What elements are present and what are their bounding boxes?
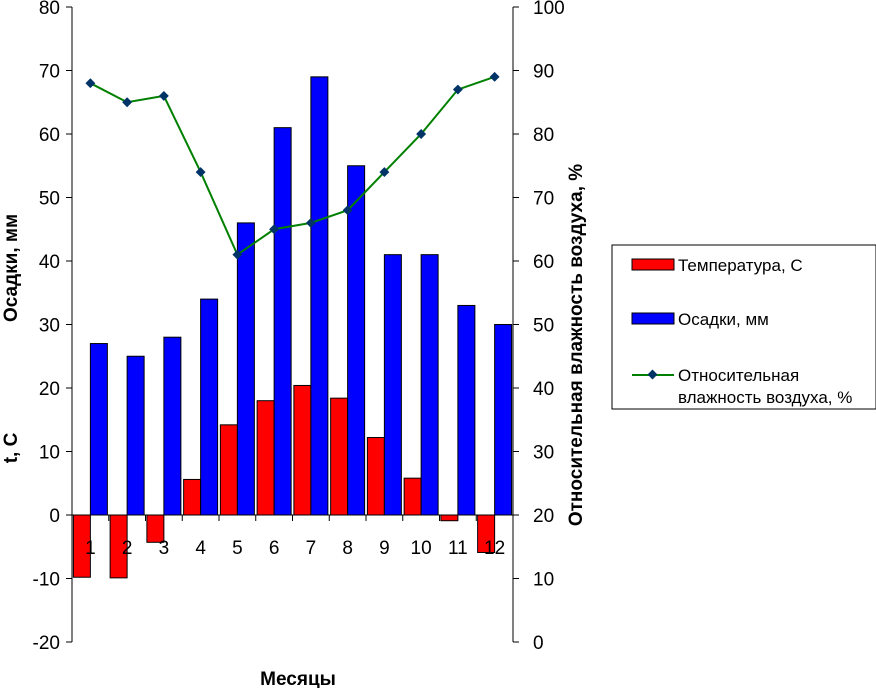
humidity-point — [232, 249, 243, 260]
right-tick-label: 20 — [533, 506, 554, 527]
precipitation-bar — [347, 165, 366, 516]
precipitation-bar — [89, 343, 108, 516]
legend-label-humidity-1: Относительная — [678, 366, 799, 385]
legend-swatch-precipitation — [631, 312, 675, 325]
precipitation-bar — [457, 304, 476, 516]
right-tick-label: 90 — [533, 62, 554, 83]
left-tick-label: 70 — [39, 62, 60, 83]
right-tick-label: 10 — [533, 570, 554, 591]
left-tick-label: 20 — [39, 379, 60, 400]
x-tick-label: 2 — [122, 538, 133, 559]
x-axis-title: Месяцы — [260, 669, 336, 688]
humidity-point — [305, 217, 316, 228]
legend-label-humidity-2: влажность воздуха, % — [678, 388, 852, 407]
humidity-point — [85, 78, 96, 89]
right-tick-label: 100 — [533, 0, 565, 19]
temperature-bar — [366, 437, 385, 516]
legend: Температура, С Осадки, мм Относительная … — [611, 244, 876, 410]
precipitation-bar — [126, 355, 145, 516]
left-tick-label: 40 — [39, 252, 60, 273]
temperature-bar — [293, 384, 312, 516]
precipitation-bar — [236, 222, 255, 516]
temperature-bar — [183, 478, 202, 516]
humidity-point — [416, 129, 427, 139]
temperature-bar — [146, 514, 165, 543]
x-tick-label: 9 — [379, 538, 390, 559]
precipitation-bar — [420, 254, 439, 516]
humidity-point — [158, 90, 169, 101]
left-tick-label: 60 — [39, 125, 60, 146]
temperature-bar — [440, 514, 459, 522]
temperature-bar — [477, 514, 496, 553]
humidity-point — [379, 167, 390, 178]
temperature-bar — [219, 424, 238, 516]
x-tick-label: 4 — [195, 538, 206, 559]
right-tick-label: 70 — [533, 189, 554, 210]
legend-swatch-humidity-marker — [647, 369, 658, 380]
left-axis-title-precip: Осадки, мм — [1, 214, 22, 322]
precipitation-bar — [200, 298, 219, 516]
precipitation-bar — [494, 324, 513, 516]
precipitation-bar — [310, 76, 329, 516]
x-tick-label: 1 — [85, 538, 96, 559]
humidity-point — [269, 224, 280, 235]
legend-label-precipitation: Осадки, мм — [678, 310, 769, 329]
x-tick-label: 8 — [342, 538, 353, 559]
x-tick-label: 6 — [269, 538, 280, 559]
humidity-line — [89, 75, 495, 257]
x-tick-label: 3 — [159, 538, 170, 559]
right-tick-label: 60 — [533, 252, 554, 273]
left-tick-label: 50 — [39, 189, 60, 210]
left-tick-label: -20 — [33, 633, 60, 654]
x-tick-label: 11 — [448, 538, 468, 559]
x-tick-label: 7 — [306, 538, 317, 559]
left-tick-label: 80 — [39, 0, 60, 19]
humidity-point — [489, 71, 500, 82]
x-tick-label: 5 — [232, 538, 243, 559]
humidity-point — [342, 205, 353, 216]
temperature-bar — [330, 397, 349, 516]
right-axis-title: Относительная влажность воздуха, % — [566, 164, 587, 526]
legend-swatch-temperature — [631, 258, 675, 271]
precipitation-bar — [383, 254, 402, 516]
left-axis-title-temp: t, С — [1, 432, 22, 463]
precipitation-bar — [273, 127, 292, 516]
humidity-point — [195, 167, 206, 178]
x-tick-label: 10 — [411, 538, 432, 559]
right-tick-label: 30 — [533, 443, 554, 464]
legend-box — [611, 244, 876, 410]
humidity-point — [122, 97, 133, 108]
legend-label-temperature: Температура, С — [678, 256, 803, 275]
x-tick-label: 12 — [484, 538, 505, 559]
right-tick-label: 40 — [533, 379, 554, 400]
right-tick-label: 0 — [533, 633, 544, 654]
right-tick-label: 80 — [533, 125, 554, 146]
temperature-bar — [109, 514, 128, 579]
left-tick-label: -10 — [33, 570, 60, 591]
left-tick-label: 10 — [39, 443, 60, 464]
plot-area: 80706050403020100-10-2010090807060504030… — [33, 0, 565, 654]
precipitation-bar — [163, 336, 182, 516]
temperature-bar — [72, 514, 91, 578]
right-tick-label: 50 — [533, 316, 554, 337]
left-tick-label: 0 — [49, 506, 60, 527]
temperature-bar — [403, 477, 422, 516]
temperature-bar — [256, 400, 275, 516]
left-tick-label: 30 — [39, 316, 60, 337]
